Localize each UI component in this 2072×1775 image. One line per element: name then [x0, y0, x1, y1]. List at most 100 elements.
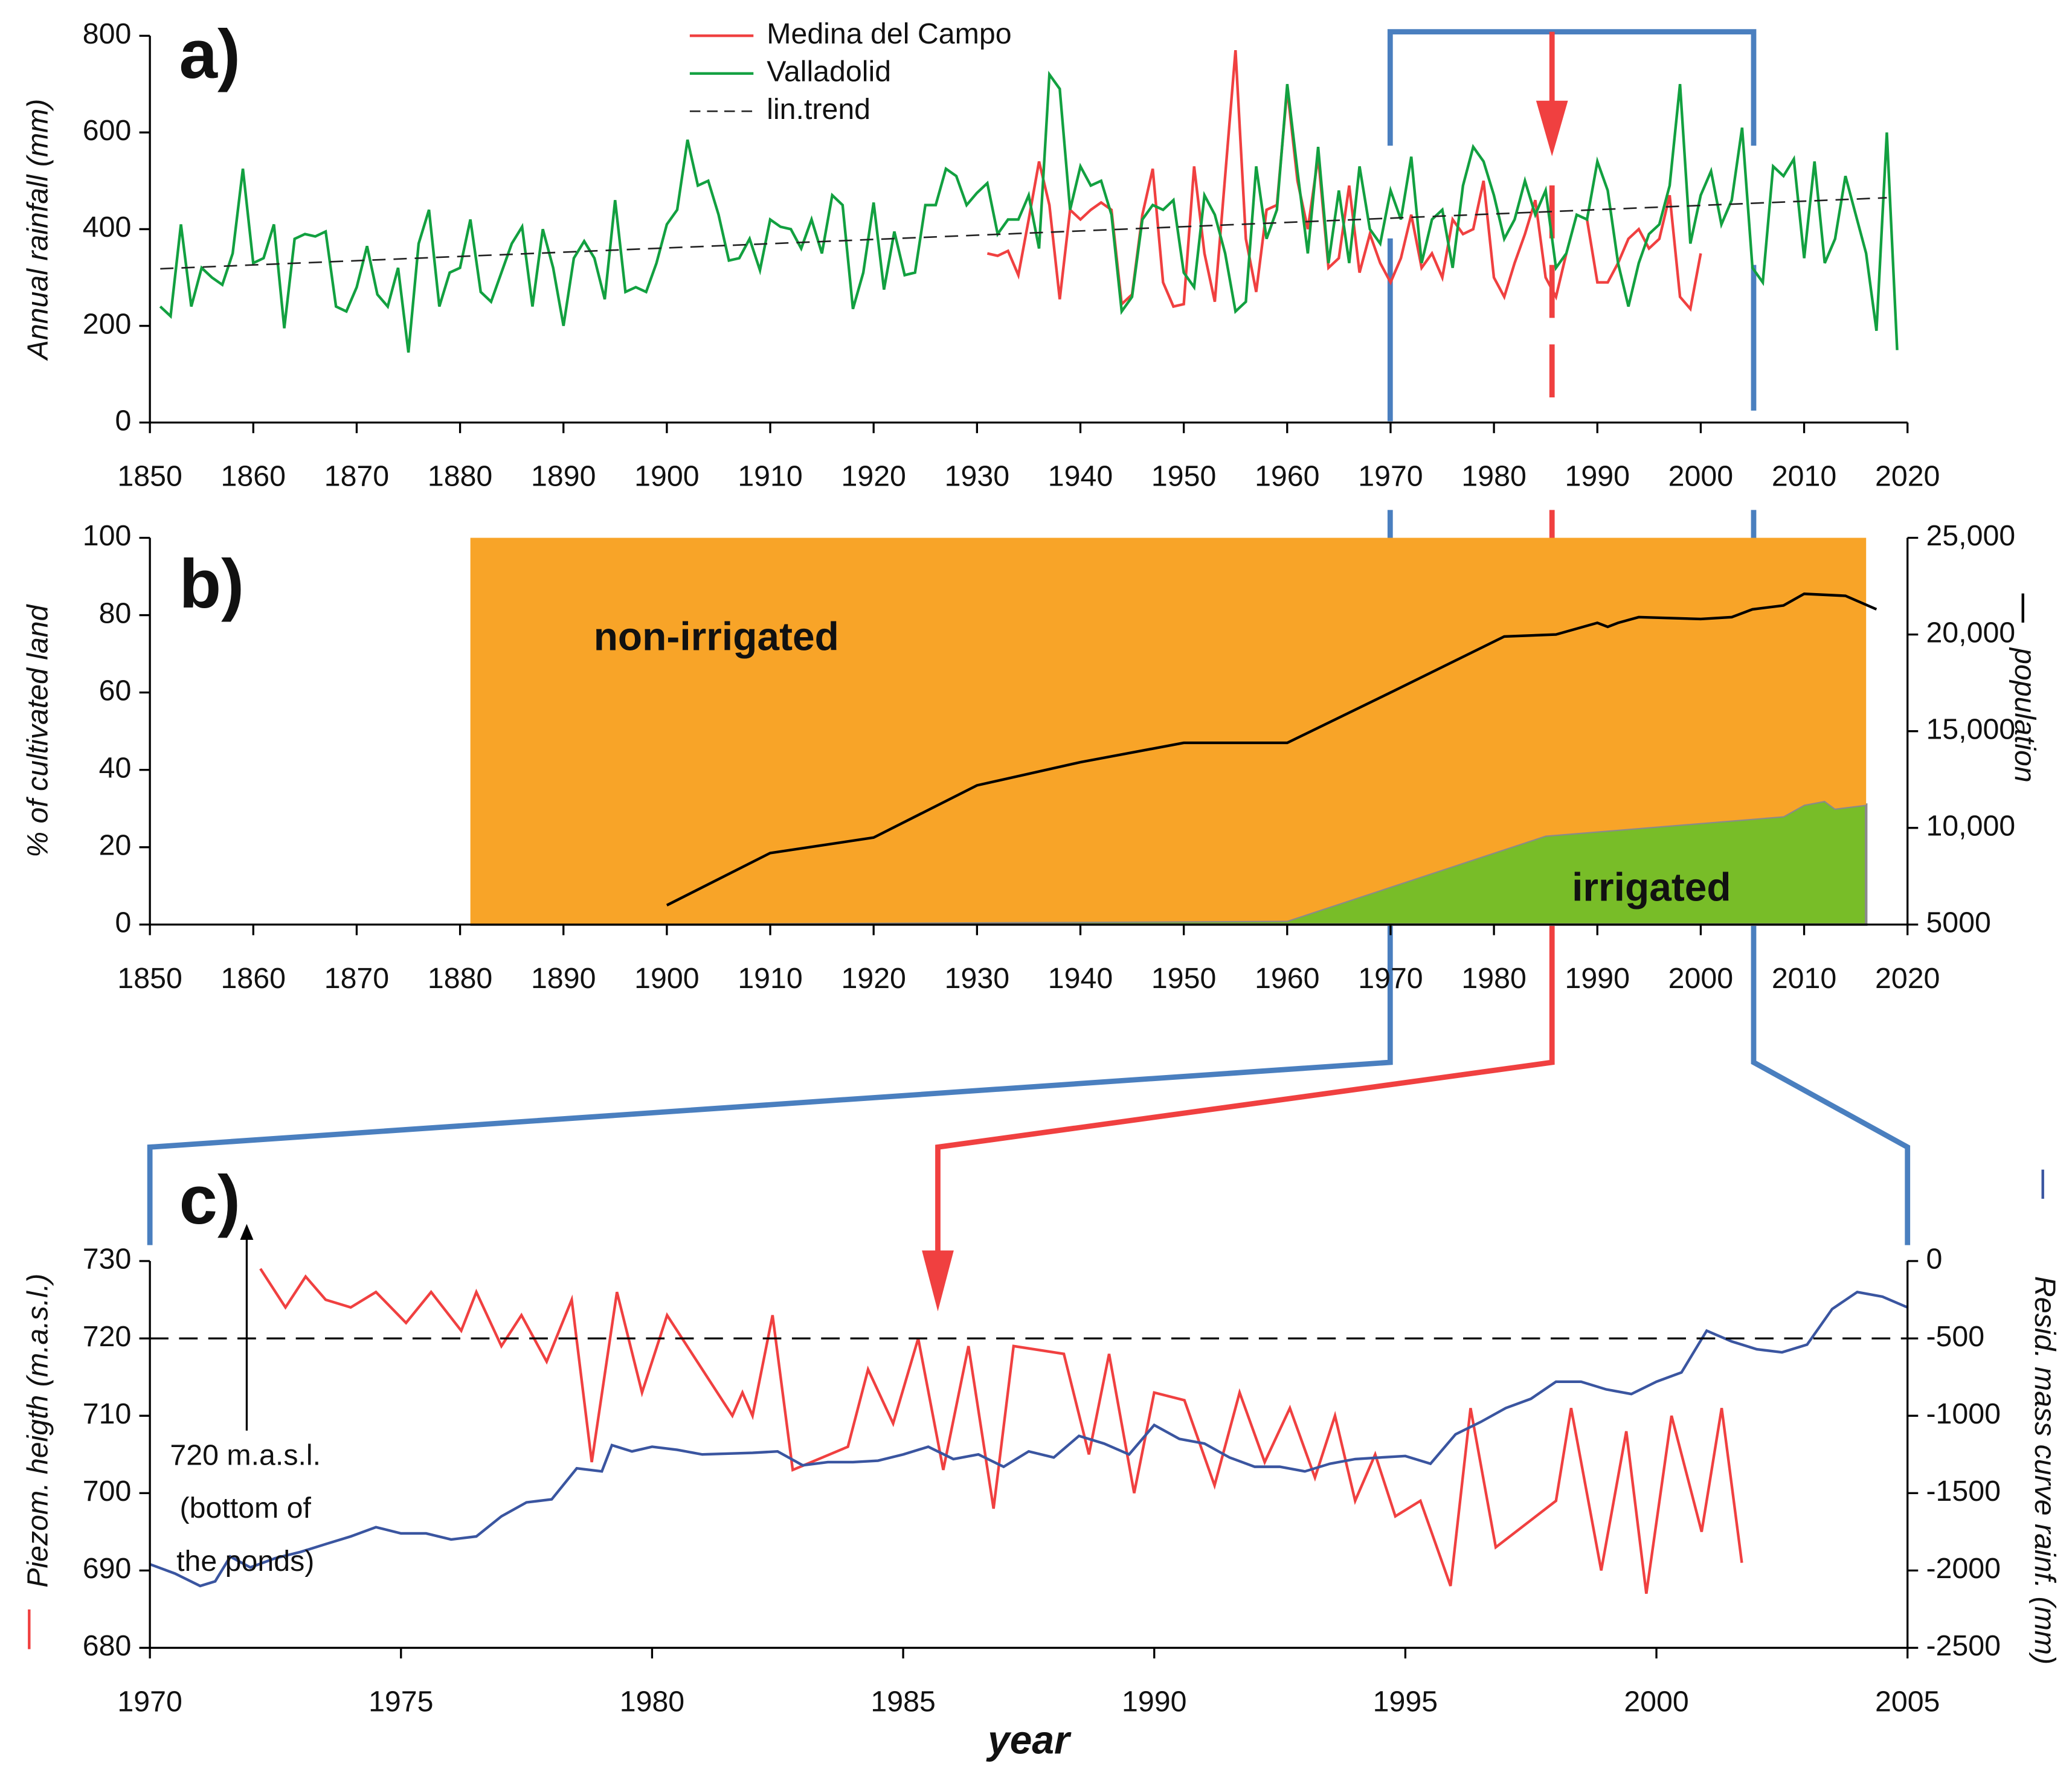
y-tick-label: 40 [99, 752, 132, 785]
x-tick-label: 1980 [1461, 962, 1526, 995]
x-tick-label: 1930 [945, 962, 1009, 995]
y-tick-label: 0 [115, 907, 132, 939]
panel: 1970 1975 1980 1985 1990 1995 2000 2005 680 690 70… [22, 1162, 2061, 1762]
x-tick-label: 2000 [1668, 460, 1733, 493]
x-tick-label: 1890 [531, 962, 596, 995]
panel-label: b) [179, 546, 244, 623]
series-line [160, 197, 1887, 270]
x-tick-label: 1860 [221, 460, 286, 493]
y-tick-label: 400 [83, 211, 132, 243]
annotation: non-irrigated [594, 614, 839, 659]
y-axis-label: Annual rainfall (mm) [22, 99, 54, 362]
x-tick-label: 2000 [1624, 1685, 1688, 1718]
x-tick-label: 1990 [1565, 962, 1630, 995]
x-tick-label: 2010 [1772, 962, 1836, 995]
y2-tick-label: -1500 [1926, 1475, 2001, 1507]
x-tick-label: 1900 [634, 962, 699, 995]
x-tick-label: 2020 [1875, 962, 1940, 995]
x-tick-label: 1910 [738, 962, 802, 995]
x-tick-label: 1900 [634, 460, 699, 493]
x-tick-label: 1960 [1255, 460, 1319, 493]
y-tick-label: 20 [99, 829, 132, 862]
y2-axis-label: population [2009, 647, 2041, 783]
x-tick-label: 1850 [117, 962, 182, 995]
annotation: irrigated [1572, 864, 1731, 909]
x-tick-label: 2005 [1875, 1685, 1940, 1718]
x-tick-label: 1980 [620, 1685, 684, 1718]
legend-label: Valladolid [767, 55, 891, 88]
x-tick-label: 1960 [1255, 962, 1319, 995]
x-tick-label: 1990 [1122, 1685, 1186, 1718]
y-tick-label: 710 [83, 1398, 132, 1430]
x-tick-label: 1950 [1151, 460, 1216, 493]
y2-tick-label: 10,000 [1926, 810, 2015, 843]
y2-tick-label: 25,000 [1926, 519, 2015, 552]
y2-tick-label: 20,000 [1926, 616, 2015, 649]
panel: 1850 1860 1870 1880 1890 1900 1910 1920 1930 1940… [22, 16, 1940, 493]
x-tick-label: 1870 [324, 962, 389, 995]
panel: 1850 1860 1870 1880 1890 1900 1910 1920 1930 1940… [22, 519, 2041, 995]
x-axis-label: year [986, 1718, 1072, 1762]
y-tick-label: 0 [115, 404, 132, 437]
x-tick-label: 2000 [1668, 962, 1733, 995]
note-arrowhead [240, 1224, 254, 1240]
y2-tick-label: 15,000 [1926, 713, 2015, 745]
y2-tick-label: 5000 [1926, 907, 1990, 939]
annotation: the ponds) [176, 1545, 314, 1578]
y-tick-label: 800 [83, 18, 132, 50]
x-tick-label: 1880 [428, 962, 492, 995]
x-tick-label: 1980 [1461, 460, 1526, 493]
y-tick-label: 680 [83, 1629, 132, 1662]
series-line [159, 70, 1899, 353]
y-tick-label: 200 [83, 307, 132, 340]
x-tick-label: 1985 [870, 1685, 935, 1718]
y-tick-label: 60 [99, 674, 132, 707]
y2-tick-label: -500 [1926, 1320, 1984, 1353]
panel-label: c) [179, 1162, 240, 1239]
x-tick-label: 1990 [1565, 460, 1630, 493]
y2-tick-label: -2000 [1926, 1552, 2001, 1585]
x-tick-label: 1930 [945, 460, 1009, 493]
y-tick-label: 730 [83, 1243, 132, 1276]
x-tick-label: 1920 [841, 962, 906, 995]
x-tick-label: 1940 [1048, 460, 1113, 493]
x-tick-label: 1975 [368, 1685, 433, 1718]
x-tick-label: 1870 [324, 460, 389, 493]
x-tick-label: 1910 [738, 460, 802, 493]
y-tick-label: 700 [83, 1475, 132, 1507]
x-tick-label: 2010 [1772, 460, 1836, 493]
x-tick-label: 1940 [1048, 962, 1113, 995]
y-tick-label: 80 [99, 597, 132, 629]
x-tick-label: 1970 [1358, 962, 1423, 995]
blue-bracket-top [1387, 29, 1757, 146]
y2-tick-label: -2500 [1926, 1629, 2001, 1662]
y-tick-label: 690 [83, 1552, 132, 1585]
y2-tick-label: -1000 [1926, 1398, 2001, 1430]
red-arrowhead-c [922, 1250, 954, 1312]
y-axis-label: Piezom. heigth (m.a.s.l.) [22, 1274, 54, 1588]
annotation: 720 m.a.s.l. [170, 1439, 321, 1471]
annotation: (bottom of [180, 1492, 312, 1524]
x-tick-label: 1860 [221, 962, 286, 995]
x-tick-label: 1995 [1373, 1685, 1438, 1718]
x-tick-label: 1970 [1358, 460, 1423, 493]
x-tick-label: 2020 [1875, 460, 1940, 493]
x-tick-label: 1950 [1151, 962, 1216, 995]
legend-label: lin.trend [767, 93, 870, 126]
x-tick-label: 1920 [841, 460, 906, 493]
y2-tick-label: 0 [1926, 1243, 1942, 1276]
x-tick-label: 1970 [117, 1685, 182, 1718]
x-tick-label: 1850 [117, 460, 182, 493]
y2-axis-label: Resid. mass curve rainf. (mm) [2029, 1276, 2061, 1664]
x-tick-label: 1880 [428, 460, 492, 493]
legend-label: Medina del Campo [767, 18, 1011, 50]
series-line [259, 1268, 1743, 1594]
x-tick-label: 1890 [531, 460, 596, 493]
y-axis-label: % of cultivated land [22, 603, 54, 857]
y-tick-label: 100 [83, 519, 132, 552]
stacked-area [470, 538, 1867, 925]
red-arrowhead-a [1536, 100, 1568, 156]
y-tick-label: 720 [83, 1320, 132, 1353]
series-line [666, 592, 1877, 907]
